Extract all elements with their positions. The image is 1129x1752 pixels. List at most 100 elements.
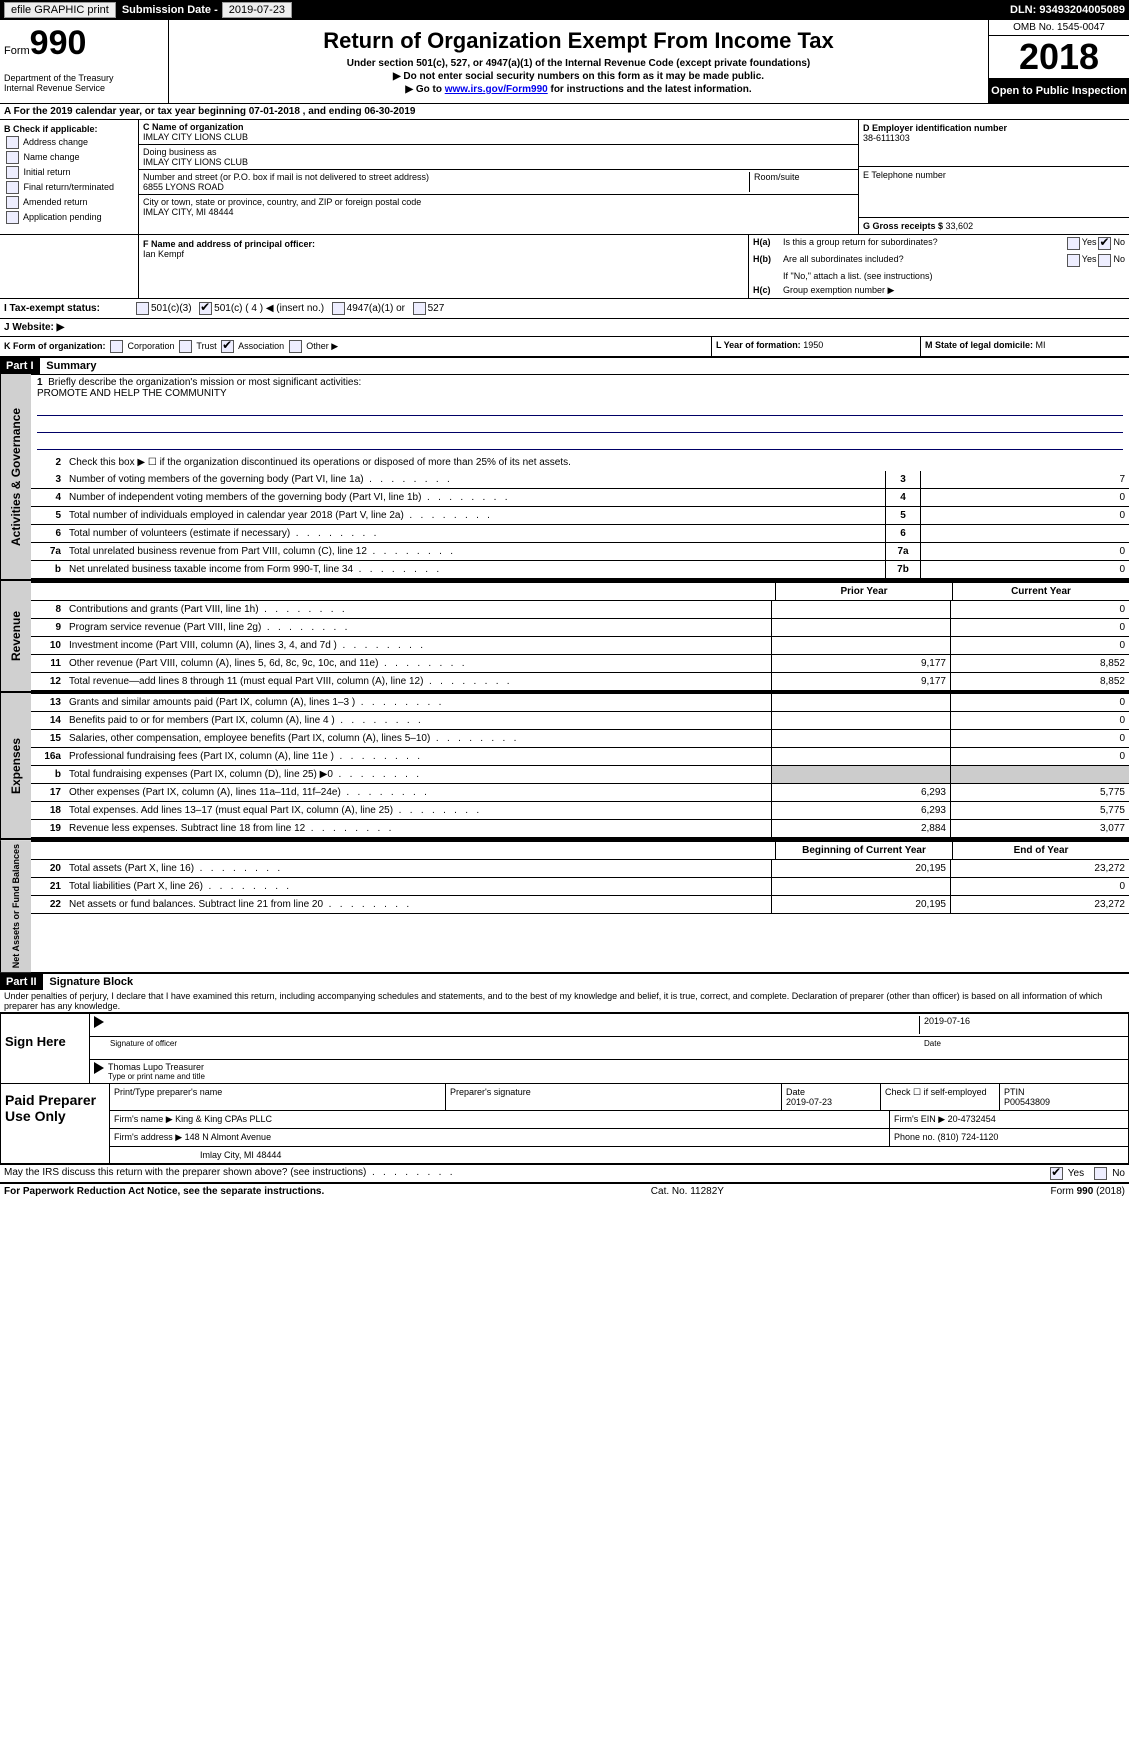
date-label: Date (920, 1039, 1124, 1057)
chk-501c3[interactable] (136, 302, 149, 315)
form-id-block: Form990 Department of the Treasury Inter… (0, 20, 169, 103)
summary-line-10: 10Investment income (Part VIII, column (… (31, 637, 1129, 655)
street-value: 6855 LYONS ROAD (143, 182, 749, 192)
hc-text: Group exemption number ▶ (783, 285, 894, 296)
chk-address-change[interactable]: Address change (4, 136, 134, 149)
hb-no[interactable] (1098, 254, 1111, 267)
prep-self-employed[interactable]: Check ☐ if self-employed (881, 1084, 1000, 1110)
summary-line-22: 22Net assets or fund balances. Subtract … (31, 896, 1129, 914)
phone-label: E Telephone number (863, 170, 1125, 180)
row-j: J Website: ▶ (0, 319, 1129, 337)
firm-name-label: Firm's name ▶ (114, 1114, 173, 1124)
m-value: MI (1036, 340, 1046, 350)
box-b: B Check if applicable: Address change Na… (0, 120, 139, 234)
sign-date: 2019-07-16 (919, 1016, 1124, 1034)
ptin-header: PTIN (1004, 1087, 1124, 1097)
chk-final-return[interactable]: Final return/terminated (4, 181, 134, 194)
chk-application-pending[interactable]: Application pending (4, 211, 134, 224)
ptin-value: P00543809 (1004, 1097, 1124, 1107)
section-activities-governance: Activities & Governance 1 Briefly descri… (0, 374, 1129, 581)
city-label: City or town, state or province, country… (143, 197, 854, 207)
open-to-public: Open to Public Inspection (989, 79, 1129, 103)
box-b-title: B Check if applicable: (4, 124, 134, 134)
chk-amended-return[interactable]: Amended return (4, 196, 134, 209)
hb-label: H(b) (753, 254, 783, 267)
arrow-icon (94, 1062, 104, 1074)
officer-print-name: Thomas Lupo Treasurer (108, 1062, 1124, 1072)
firm-addr-label: Firm's address ▶ (114, 1132, 182, 1142)
gross-receipts-value: 33,602 (946, 221, 974, 231)
summary-line-7a: 7aTotal unrelated business revenue from … (31, 543, 1129, 561)
summary-line-13: 13Grants and similar amounts paid (Part … (31, 694, 1129, 712)
officer-label: F Name and address of principal officer: (143, 239, 744, 249)
chk-501c[interactable] (199, 302, 212, 315)
omb-number: OMB No. 1545-0047 (989, 20, 1129, 36)
tax-year: 2018 (989, 36, 1129, 79)
sig-officer-label: Signature of officer (110, 1039, 920, 1057)
city-value: IMLAY CITY, MI 48444 (143, 207, 854, 217)
footer-cat: Cat. No. 11282Y (651, 1186, 724, 1197)
prep-sig-header: Preparer's signature (446, 1084, 782, 1110)
header-sub3: ▶ Go to www.irs.gov/Form990 for instruct… (173, 84, 984, 95)
firm-name: King & King CPAs PLLC (175, 1114, 272, 1124)
summary-line-19: 19Revenue less expenses. Subtract line 1… (31, 820, 1129, 838)
dln: DLN: 93493204005089 (1010, 4, 1125, 16)
chk-name-change[interactable]: Name change (4, 151, 134, 164)
section-expenses: Expenses 13Grants and similar amounts pa… (0, 693, 1129, 840)
submission-date-value: 2019-07-23 (222, 2, 292, 18)
firm-city: Imlay City, MI 48444 (110, 1147, 1128, 1163)
chk-other[interactable] (289, 340, 302, 353)
k-label: K Form of organization: (4, 341, 106, 351)
header-sub2: ▶ Do not enter social security numbers o… (173, 71, 984, 82)
mission-text: PROMOTE AND HELP THE COMMUNITY (37, 388, 227, 399)
part-i-title: Summary (42, 358, 100, 374)
org-name-label: C Name of organization (143, 122, 854, 132)
chk-527[interactable] (413, 302, 426, 315)
efile-graphic-btn[interactable]: efile GRAPHIC print (4, 2, 116, 18)
arrow-icon (94, 1016, 104, 1028)
chk-assoc[interactable] (221, 340, 234, 353)
m-label: M State of legal domicile: (925, 340, 1036, 350)
discuss-text: May the IRS discuss this return with the… (4, 1167, 453, 1180)
row-i: I Tax-exempt status: 501(c)(3) 501(c) ( … (0, 299, 1129, 319)
section-bcde: B Check if applicable: Address change Na… (0, 120, 1129, 235)
box-c: C Name of organization IMLAY CITY LIONS … (139, 120, 858, 234)
chk-initial-return[interactable]: Initial return (4, 166, 134, 179)
summary-line-18: 18Total expenses. Add lines 13–17 (must … (31, 802, 1129, 820)
form-title: Return of Organization Exempt From Incom… (173, 28, 984, 54)
officer-name: Ian Kempf (143, 249, 744, 259)
side-exp: Expenses (0, 693, 31, 838)
discuss-yes[interactable] (1050, 1167, 1063, 1180)
paid-preparer-label: Paid Preparer Use Only (1, 1084, 110, 1163)
chk-trust[interactable] (179, 340, 192, 353)
chk-corp[interactable] (110, 340, 123, 353)
summary-line-9: 9Program service revenue (Part VIII, lin… (31, 619, 1129, 637)
summary-line-21: 21Total liabilities (Part X, line 26)0 (31, 878, 1129, 896)
efile-topbar: efile GRAPHIC print Submission Date - 20… (0, 0, 1129, 20)
summary-line-11: 11Other revenue (Part VIII, column (A), … (31, 655, 1129, 673)
l-label: L Year of formation: (716, 340, 803, 350)
org-name: IMLAY CITY LIONS CLUB (143, 132, 854, 142)
chk-4947[interactable] (332, 302, 345, 315)
col-current-year: Current Year (952, 583, 1129, 600)
form-header: Form990 Department of the Treasury Inter… (0, 20, 1129, 104)
summary-line-b: bNet unrelated business taxable income f… (31, 561, 1129, 579)
hc-label: H(c) (753, 285, 783, 296)
gross-receipts-label: G Gross receipts $ (863, 221, 946, 231)
discuss-no[interactable] (1094, 1167, 1107, 1180)
firm-phone: (810) 724-1120 (938, 1132, 999, 1142)
irs-link[interactable]: www.irs.gov/Form990 (445, 84, 548, 95)
section-revenue: Revenue Prior Year Current Year 8Contrib… (0, 581, 1129, 693)
hb-yes[interactable] (1067, 254, 1080, 267)
section-fh: F Name and address of principal officer:… (0, 235, 1129, 299)
discuss-row: May the IRS discuss this return with the… (0, 1164, 1129, 1182)
sign-here-label: Sign Here (1, 1014, 90, 1083)
col-beginning-year: Beginning of Current Year (775, 842, 952, 859)
room-label: Room/suite (754, 172, 854, 182)
ha-yes[interactable] (1067, 237, 1080, 250)
row-klm: K Form of organization: Corporation Trus… (0, 337, 1129, 358)
part-ii-header: Part II (0, 974, 43, 990)
part-i-header: Part I (0, 358, 40, 374)
ha-no[interactable] (1098, 237, 1111, 250)
side-ag: Activities & Governance (0, 374, 31, 579)
